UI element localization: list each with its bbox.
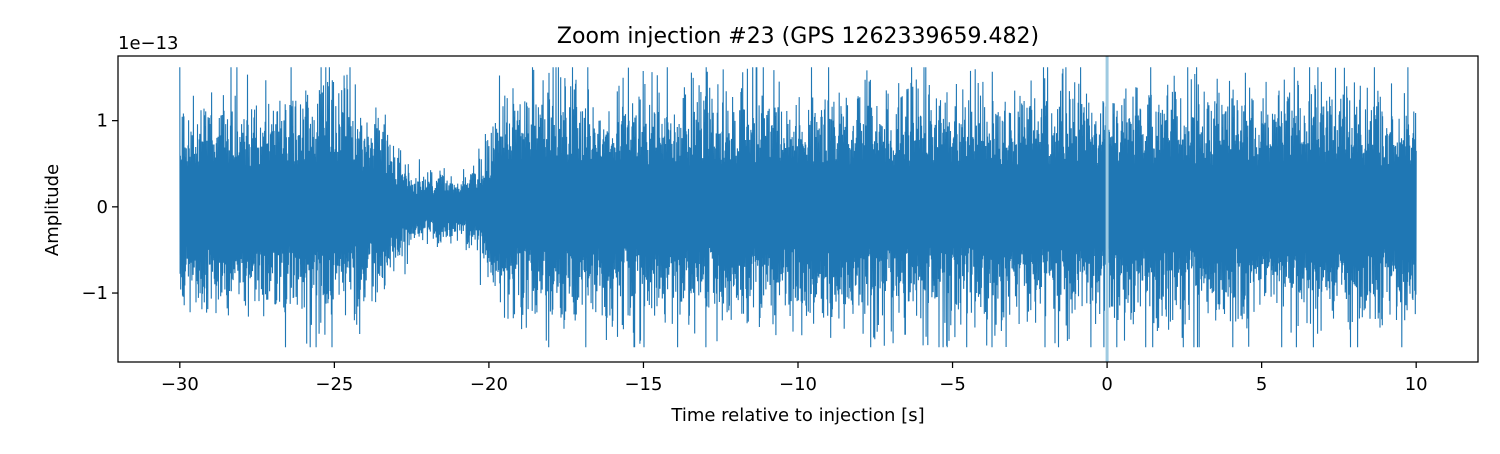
y-tick-label: 1	[97, 111, 108, 132]
y-offset-label: 1e−13	[118, 33, 179, 54]
signal-series-line	[179, 67, 1417, 348]
y-tick-label: 0	[97, 197, 108, 218]
x-tick-label: 0	[1101, 374, 1112, 395]
x-axis-label: Time relative to injection [s]	[670, 405, 924, 426]
x-tick-label: 10	[1405, 374, 1428, 395]
y-tick-label: −1	[81, 283, 108, 304]
chart-title: Zoom injection #23 (GPS 1262339659.482)	[557, 24, 1039, 49]
y-axis-label: Amplitude	[42, 164, 63, 256]
x-tick-label: −5	[939, 374, 966, 395]
x-tick-label: −30	[161, 374, 199, 395]
x-ticks: −30 −25 −20 −15 −10 −5 0 5 10	[161, 362, 1428, 395]
x-tick-label: −25	[315, 374, 353, 395]
y-ticks: −1 0 1	[81, 111, 118, 304]
axes-frame	[117, 55, 1479, 363]
x-tick-label: −10	[779, 374, 817, 395]
x-tick-label: 5	[1256, 374, 1267, 395]
plot-area	[179, 56, 1417, 362]
x-tick-label: −20	[470, 374, 508, 395]
x-tick-label: −15	[624, 374, 662, 395]
